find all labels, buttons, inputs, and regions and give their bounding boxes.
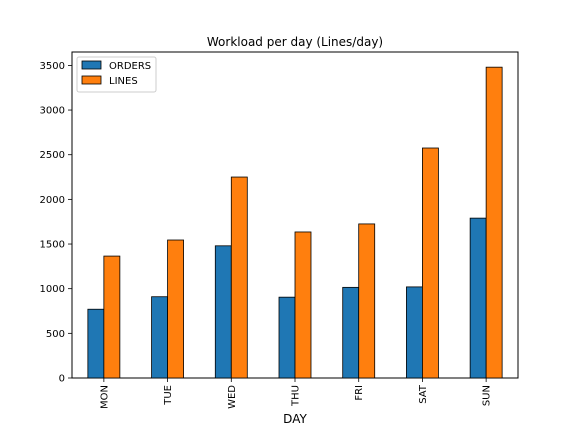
bar-orders-sat [406,286,423,379]
bar-lines-sun [485,66,503,379]
y-tick-label-0: 0 [59,374,65,385]
bar-orders-tue [151,296,168,379]
legend-swatch-orders [81,60,102,70]
legend: ORDERS LINES [76,56,157,93]
x-tick-label-tue: TUE [163,385,174,406]
x-axis-label: DAY [283,412,307,426]
y-tick-label-2500: 2500 [40,150,65,161]
x-tick-label-mon: MON [99,385,110,409]
x-tick-label-sun: SUN [482,385,493,406]
bar-lines-thu [294,231,312,379]
bar-lines-sat [422,147,439,379]
bar-orders-thu [278,296,296,379]
legend-label-lines: LINES [109,76,138,87]
y-tick-label-2000: 2000 [40,195,65,206]
bars-layer [87,66,503,379]
plot-area: 0 500 1000 1500 2000 2500 3000 3500 MON TUE WED TH… [40,51,519,409]
x-tick-label-sat: SAT [418,384,429,404]
bar-orders-mon [87,308,105,379]
y-tick-label-1000: 1000 [40,284,65,295]
x-axis: MON TUE WED THU FRI SAT SUN [99,378,493,409]
y-tick-label-3000: 3000 [40,106,65,117]
x-tick-label-fri: FRI [354,385,365,401]
bar-orders-wed [214,245,232,379]
y-tick-label-3500: 3500 [40,61,65,72]
legend-label-orders: ORDERS [109,61,151,72]
bar-lines-wed [230,176,248,379]
bar-orders-fri [342,286,360,379]
bar-lines-fri [358,223,376,379]
chart-title: Workload per day (Lines/day) [207,35,383,49]
bar-lines-mon [103,255,121,379]
x-tick-label-thu: THU [291,385,302,407]
y-tick-label-500: 500 [46,329,65,340]
legend-swatch-lines [81,75,102,85]
y-tick-label-1500: 1500 [40,240,65,251]
bar-orders-sun [469,217,487,379]
y-axis: 0 500 1000 1500 2000 2500 3000 3500 [40,61,72,385]
x-tick-label-wed: WED [227,385,238,409]
bar-lines-tue [167,239,184,379]
